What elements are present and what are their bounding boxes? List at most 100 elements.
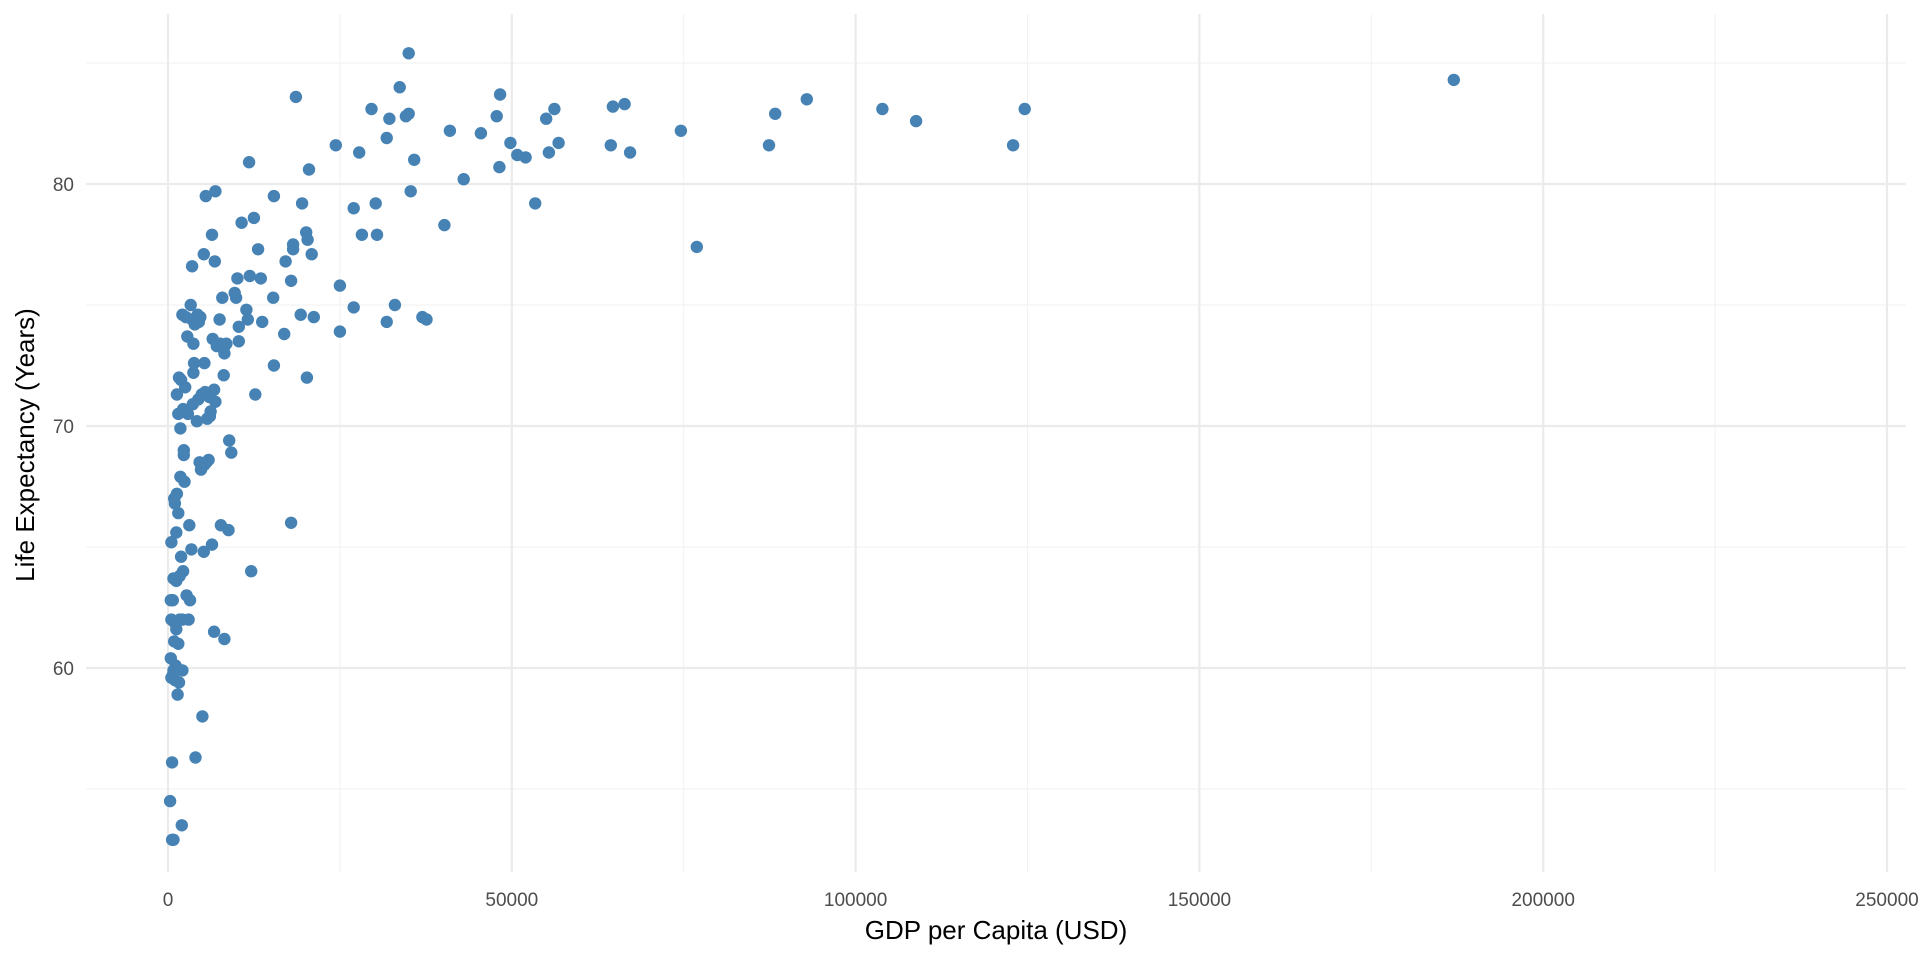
- x-axis-tick-labels: 0 50000 100000 150000 200000 250000: [163, 890, 1919, 911]
- data-point: [1447, 73, 1461, 87]
- data-point: [174, 550, 188, 563]
- data-point: [347, 301, 360, 314]
- data-point: [213, 313, 226, 326]
- data-point: [241, 313, 254, 326]
- data-point: [164, 594, 177, 607]
- data-point: [800, 93, 813, 106]
- data-point: [267, 291, 280, 304]
- x-tick-label: 200000: [1511, 890, 1574, 911]
- data-point: [267, 189, 281, 203]
- data-point: [369, 197, 382, 210]
- data-point: [251, 243, 265, 256]
- data-point: [228, 286, 241, 300]
- data-point: [284, 516, 298, 529]
- data-point: [174, 470, 187, 483]
- data-point: [206, 332, 219, 346]
- data-point: [181, 330, 194, 343]
- data-point: [174, 422, 187, 435]
- data-point: [388, 298, 402, 312]
- data-point: [185, 260, 199, 273]
- data-point: [1018, 102, 1031, 116]
- data-point: [438, 218, 451, 232]
- data-point: [218, 632, 231, 646]
- data-point: [245, 565, 258, 578]
- data-point: [247, 211, 261, 225]
- data-point: [380, 315, 393, 329]
- data-point: [690, 240, 703, 254]
- data-point: [185, 543, 198, 556]
- data-point: [618, 97, 631, 111]
- data-point: [231, 272, 244, 285]
- data-point: [443, 124, 457, 137]
- data-point: [674, 124, 688, 137]
- data-point: [300, 371, 314, 384]
- y-tick-label: 60: [53, 659, 74, 680]
- data-point: [540, 112, 553, 125]
- data-point: [511, 148, 524, 162]
- data-point: [267, 359, 281, 372]
- data-point: [289, 90, 303, 104]
- data-point: [383, 112, 396, 125]
- data-point: [168, 635, 181, 648]
- data-point: [606, 100, 620, 113]
- data-point: [552, 136, 565, 150]
- data-point: [623, 146, 637, 159]
- data-point: [295, 197, 309, 210]
- y-tick-label: 80: [53, 175, 74, 196]
- data-point: [353, 146, 366, 159]
- data-point: [216, 291, 229, 304]
- data-point: [278, 327, 291, 341]
- data-point: [294, 308, 307, 321]
- data-point: [329, 139, 342, 152]
- data-point: [165, 613, 178, 626]
- data-point: [186, 398, 199, 411]
- data-point: [408, 153, 421, 166]
- data-point: [205, 228, 219, 241]
- data-point: [305, 248, 318, 261]
- x-tick-label: 250000: [1855, 890, 1918, 911]
- data-point: [197, 248, 210, 261]
- data-point: [1006, 139, 1020, 152]
- data-point: [529, 197, 542, 210]
- y-axis-tick-labels: 60 70 80: [53, 175, 74, 680]
- data-point: [165, 536, 178, 549]
- data-point: [165, 756, 179, 769]
- data-point: [214, 519, 228, 532]
- data-point: [457, 173, 470, 186]
- data-point: [300, 226, 313, 239]
- data-point: [416, 310, 429, 324]
- data-point: [187, 366, 200, 379]
- data-point: [493, 88, 507, 101]
- data-point: [542, 146, 556, 159]
- data-point: [240, 303, 253, 316]
- data-point: [193, 456, 206, 469]
- data-point: [242, 156, 256, 169]
- data-point: [249, 388, 262, 401]
- data-point: [909, 114, 923, 128]
- data-point: [548, 102, 561, 116]
- data-point: [876, 102, 889, 116]
- data-point: [399, 110, 413, 123]
- data-point: [175, 819, 188, 832]
- data-point: [504, 136, 517, 150]
- data-point: [165, 833, 179, 846]
- data-point: [333, 279, 347, 292]
- data-point: [347, 202, 360, 215]
- data-point: [256, 315, 269, 329]
- data-point: [404, 185, 417, 198]
- data-point: [176, 308, 189, 321]
- data-point: [190, 415, 204, 428]
- data-point: [170, 388, 184, 401]
- y-tick-label: 70: [53, 417, 74, 438]
- data-point: [769, 107, 782, 121]
- x-axis-title: GDP per Capita (USD): [865, 915, 1128, 945]
- data-point: [172, 407, 185, 421]
- data-point: [170, 526, 183, 539]
- data-point: [171, 688, 184, 701]
- data-point: [402, 47, 415, 60]
- data-point: [165, 671, 178, 684]
- x-tick-label: 0: [163, 890, 174, 911]
- data-point: [225, 446, 238, 459]
